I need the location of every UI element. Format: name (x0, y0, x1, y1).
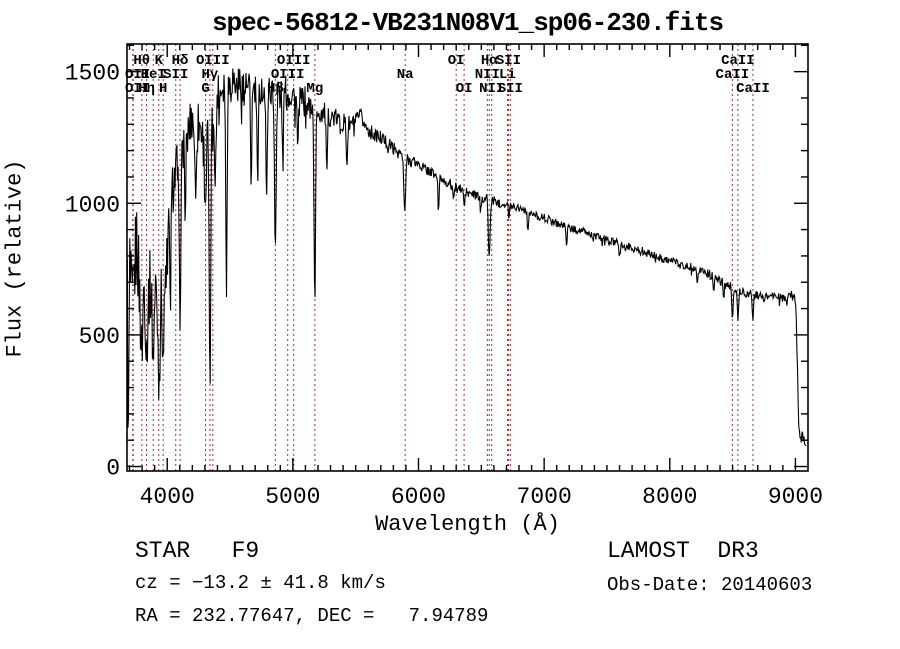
line-label-hei: HeI (141, 67, 166, 83)
annotation-ra-dec: RA = 232.77647, DEC = 7.94789 (135, 605, 489, 627)
spectral-line-markers (132, 44, 754, 471)
x-tick-label: 7000 (517, 484, 572, 510)
line-label-sii: SII (496, 53, 521, 69)
line-label-hη: Hη (138, 81, 155, 97)
line-label-g: G (201, 81, 209, 97)
line-label-li: Li (499, 67, 516, 83)
annotation-object-type: STAR F9 (135, 538, 260, 564)
line-label-mg: Mg (306, 81, 323, 97)
line-label-oiii: OIII (271, 67, 305, 83)
line-label-nii: NII (479, 81, 504, 97)
line-label-oi: OI (456, 81, 473, 97)
line-label-caii: CaII (736, 81, 770, 97)
x-tick-label: 6000 (391, 484, 446, 510)
line-label-oii: OII (125, 81, 150, 97)
line-label-sii: SII (163, 67, 188, 83)
axes-frame (126, 43, 809, 472)
line-label-hδ: Hδ (172, 53, 189, 69)
line-label-hγ: Hγ (202, 67, 219, 83)
annotation-obs-date: Obs-Date: 20140603 (607, 574, 813, 596)
x-tick-label: 4000 (140, 484, 195, 510)
line-label-caii: CaII (721, 53, 755, 69)
line-label-nii: NII (475, 67, 500, 83)
line-label-oiii: OIII (277, 53, 311, 69)
annotation-survey: LAMOST DR3 (607, 538, 759, 564)
tick-labels: 4000 5000 6000 7000 8000 9000 0 500 1000 1500 (65, 61, 823, 510)
axis-ticks (127, 44, 808, 471)
y-tick-label: 0 (106, 456, 120, 482)
line-label-h: H (159, 81, 167, 97)
line-label-oiii: OIII (196, 53, 230, 69)
x-tick-label: 8000 (642, 484, 697, 510)
line-label-caii: CaII (716, 67, 750, 83)
spectrum-trace (127, 68, 807, 447)
y-axis-label: Flux (relative) (2, 159, 28, 358)
line-label-k: K (155, 53, 164, 69)
y-tick-label: 500 (79, 324, 120, 350)
x-axis-label: Wavelength (Å) (375, 512, 560, 537)
plot-title: spec-56812-VB231N08V1_sp06-230.fits (211, 8, 724, 38)
annotation-cz: cz = −13.2 ± 41.8 km/s (135, 572, 386, 594)
y-tick-label: 1000 (65, 192, 120, 218)
y-tick-label: 1500 (65, 61, 120, 87)
line-label-sii: SII (498, 81, 523, 97)
line-label-hθ: Hθ (133, 53, 150, 69)
line-label-hα: Hα (481, 53, 498, 69)
x-tick-label: 9000 (768, 484, 823, 510)
line-label-na: Na (397, 67, 414, 83)
spectral-line-labels: OIIOIIHθHηHeIKHSIIHδGHγOIIIHβOIIIOIIIMgN… (125, 53, 770, 97)
x-tick-label: 5000 (265, 484, 320, 510)
line-label-oi: OI (448, 53, 465, 69)
